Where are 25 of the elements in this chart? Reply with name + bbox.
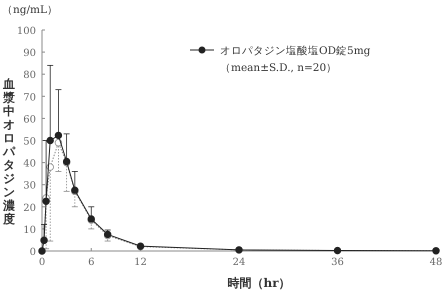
y-tick-label: 100 (16, 26, 36, 37)
y-tick-label: 0 (30, 247, 36, 258)
y-tick-label: 50 (23, 136, 36, 148)
y-tick-label: 80 (23, 70, 36, 82)
x-tick-label: 48 (430, 257, 442, 268)
x-tick-label: 12 (134, 257, 147, 268)
y-tick-label: 30 (23, 180, 36, 192)
y-tick-label: 10 (23, 224, 36, 236)
legend-label: オロパタジン塩酸塩OD錠5mg (220, 45, 371, 57)
x-axis-title: 時間（hr） (227, 276, 291, 290)
x-tick-label: 24 (232, 257, 246, 268)
text: （ng/mL） (2, 4, 58, 16)
y-tick-label: 90 (23, 48, 36, 60)
y-tick-label: 20 (23, 202, 36, 214)
y-tick-label: 40 (23, 158, 36, 170)
point (54, 132, 62, 140)
annotation: （mean±S.D., n=20） (220, 62, 338, 74)
y-tick-label: 70 (23, 92, 36, 104)
text: 血漿中オロパタジン濃度 (3, 77, 15, 226)
point (46, 136, 54, 144)
x-tick-label: 0 (38, 257, 46, 268)
x-tick-label: 6 (88, 257, 94, 268)
point (42, 198, 50, 205)
x-tick-label: 36 (331, 257, 344, 268)
y-tick-label: 60 (23, 114, 36, 126)
